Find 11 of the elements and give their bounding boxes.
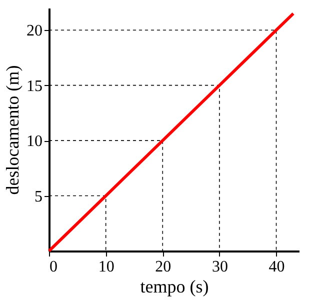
- x-axis-title: tempo (s): [140, 276, 209, 296]
- y-tick-label: 15: [26, 78, 42, 95]
- y-tick-label: 10: [26, 133, 42, 150]
- y-axis-title: deslocamento (m): [2, 65, 22, 195]
- x-tick-label: 20: [155, 258, 172, 276]
- y-tick-label: 5: [34, 188, 42, 206]
- x-tick-label: 30: [212, 258, 228, 276]
- x-tick-label: 40: [268, 258, 285, 276]
- x-tick-label: 10: [98, 258, 114, 276]
- y-tick-label: 20: [26, 22, 42, 40]
- x-tick-label: 0: [50, 258, 58, 276]
